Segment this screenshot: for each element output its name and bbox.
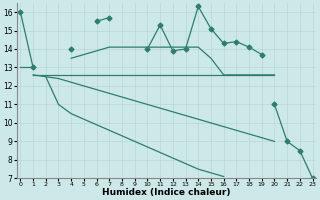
X-axis label: Humidex (Indice chaleur): Humidex (Indice chaleur) — [102, 188, 231, 197]
